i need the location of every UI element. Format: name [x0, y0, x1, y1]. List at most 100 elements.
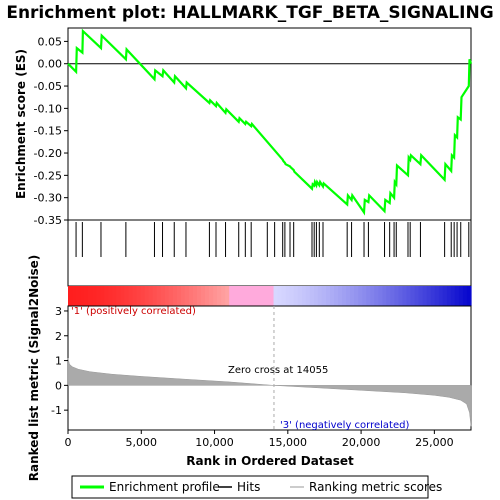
band-segment	[422, 286, 428, 306]
band-segment	[398, 286, 404, 306]
band-segment	[100, 286, 105, 306]
band-segment	[342, 286, 347, 306]
band-segment	[205, 286, 210, 306]
band-segment	[430, 286, 436, 306]
x-tick-label: 0	[65, 436, 72, 449]
band-segment	[338, 286, 343, 306]
hits-group	[75, 222, 470, 257]
band-segment	[462, 286, 468, 306]
band-segment	[196, 286, 202, 306]
band-segment	[313, 286, 319, 306]
band-segment	[281, 286, 287, 306]
ranking-metric-area	[67, 358, 472, 427]
band-segment	[374, 286, 379, 306]
metric-area-group	[67, 358, 472, 427]
hits-panel-frame	[67, 219, 472, 287]
x-tick-label: 15,000	[269, 436, 308, 449]
es-y-axis-label: Enrichment score (ES)	[14, 49, 28, 199]
band-segment	[386, 286, 391, 306]
band-segment	[382, 286, 387, 306]
band-segment	[406, 286, 412, 306]
band-segment	[362, 286, 367, 306]
band-segment	[289, 286, 295, 306]
x-axis: 0 5,000 10,000 15,000 20,000 25,000	[65, 430, 454, 449]
band-segment	[168, 286, 174, 306]
metric-y-tick-label: 3	[55, 305, 62, 318]
es-panel-frame	[67, 27, 472, 221]
positive-correlation-label: '1' (positively correlated)	[71, 306, 196, 317]
band-segment	[277, 286, 283, 306]
band-segment	[221, 286, 226, 306]
band-segment	[390, 286, 396, 306]
band-segment	[237, 286, 242, 306]
legend-label: Hits	[237, 480, 260, 494]
band-segment	[366, 286, 371, 306]
band-segment	[136, 286, 142, 306]
band-segment	[426, 286, 432, 306]
band-segment	[442, 286, 448, 306]
band-segment	[394, 286, 400, 306]
band-segment	[329, 286, 335, 306]
es-line-group	[67, 28, 473, 216]
band-segment	[229, 286, 234, 306]
band-segment	[305, 286, 311, 306]
band-segment	[200, 286, 206, 306]
negative-correlation-label: '3' (negatively correlated)	[280, 420, 409, 431]
band-segment	[188, 286, 194, 306]
band-segment	[297, 286, 303, 306]
band-segment	[454, 286, 460, 306]
band-segment	[108, 286, 113, 306]
x-tick-label: 20,000	[342, 436, 381, 449]
es-y-tick-label: -0.20	[34, 147, 62, 160]
band-segment	[293, 286, 299, 306]
legend-label: Ranking metric scores	[309, 480, 442, 494]
ranking-color-band	[68, 286, 472, 306]
band-segment	[152, 286, 158, 306]
band-segment	[410, 286, 416, 306]
band-segment	[112, 286, 117, 306]
es-y-axis: 0.05 0.00 -0.05 -0.10 -0.15 -0.20 -0.25 -0.30 -0…	[34, 35, 68, 227]
band-segment	[317, 286, 323, 306]
band-segment	[164, 286, 170, 306]
es-y-tick-label: -0.25	[34, 169, 62, 182]
x-tick-label: 10,000	[195, 436, 234, 449]
chart-title: Enrichment plot: HALLMARK_TGF_BETA_SIGNA…	[6, 3, 493, 23]
band-segment	[72, 286, 77, 306]
band-segment	[116, 286, 121, 306]
band-segment	[233, 286, 238, 306]
band-segment	[402, 286, 408, 306]
band-segment	[184, 286, 190, 306]
metric-y-tick-label: -1	[51, 404, 62, 417]
band-segment	[253, 286, 259, 306]
metric-y-axis: 3 2 1 0 -1	[51, 305, 68, 417]
band-segment	[180, 286, 186, 306]
band-segment	[257, 286, 263, 306]
band-segment	[192, 286, 198, 306]
band-segment	[358, 286, 363, 306]
band-segment	[120, 286, 126, 306]
band-segment	[261, 286, 267, 306]
band-segment	[88, 286, 93, 306]
band-segment	[217, 286, 222, 306]
band-segment	[128, 286, 134, 306]
band-segment	[132, 286, 138, 306]
band-segment	[321, 286, 327, 306]
band-segment	[172, 286, 178, 306]
band-segment	[249, 286, 254, 306]
es-y-tick-label: -0.15	[34, 125, 62, 138]
band-segment	[450, 286, 456, 306]
legend-label: Enrichment profile	[109, 480, 220, 494]
band-segment	[96, 286, 101, 306]
es-y-tick-label: -0.30	[34, 192, 62, 205]
band-segment	[309, 286, 315, 306]
es-y-tick-label: -0.35	[34, 214, 62, 227]
band-segment	[370, 286, 375, 306]
band-segment	[458, 286, 464, 306]
metric-y-tick-label: 2	[55, 330, 62, 343]
band-segment	[176, 286, 182, 306]
band-segment	[92, 286, 97, 306]
x-tick-label: 25,000	[415, 436, 454, 449]
band-segment	[273, 286, 279, 306]
band-segment	[354, 286, 359, 306]
